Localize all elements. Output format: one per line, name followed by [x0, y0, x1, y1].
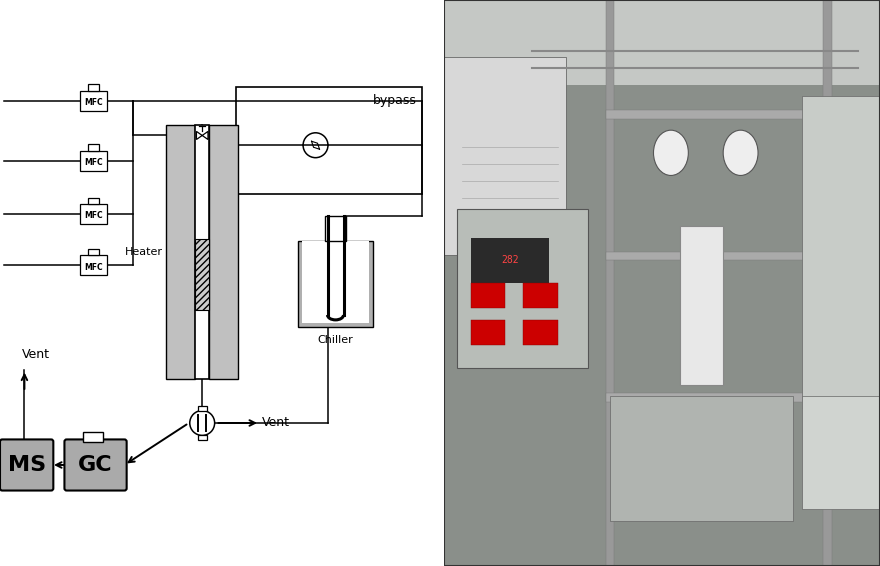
Text: GC: GC — [78, 455, 113, 475]
Text: Chiller: Chiller — [318, 336, 354, 345]
Polygon shape — [202, 131, 208, 139]
Bar — [297, 241, 373, 328]
Bar — [605, 110, 832, 119]
Bar — [471, 238, 549, 283]
Text: MFC: MFC — [84, 158, 103, 167]
Bar — [88, 84, 99, 91]
Bar — [458, 209, 588, 368]
Bar — [444, 0, 880, 85]
Bar — [523, 283, 558, 308]
Bar — [195, 238, 209, 310]
Text: Vent: Vent — [262, 417, 290, 430]
Bar — [605, 0, 614, 566]
Bar — [88, 249, 99, 255]
Bar — [444, 57, 567, 255]
Bar — [802, 96, 880, 408]
Text: MFC: MFC — [84, 98, 103, 107]
Bar — [236, 88, 422, 194]
Text: MFC: MFC — [84, 263, 103, 272]
Bar — [80, 91, 106, 110]
Bar — [80, 151, 106, 170]
Bar — [471, 283, 505, 308]
Text: Vent: Vent — [22, 348, 50, 361]
Bar — [80, 255, 106, 275]
Text: MFC: MFC — [84, 211, 103, 220]
FancyBboxPatch shape — [64, 439, 127, 491]
FancyBboxPatch shape — [0, 439, 54, 491]
Bar — [605, 393, 832, 402]
Bar — [195, 125, 209, 379]
Bar — [83, 432, 103, 441]
Bar — [802, 396, 880, 509]
Bar — [523, 320, 558, 345]
Circle shape — [723, 130, 758, 175]
Bar — [605, 252, 832, 260]
Bar — [325, 216, 346, 241]
Bar — [824, 0, 832, 566]
Bar — [610, 396, 793, 521]
Bar — [471, 320, 505, 345]
Bar — [198, 435, 207, 440]
Text: 282: 282 — [501, 255, 518, 265]
Bar — [88, 198, 99, 204]
Bar — [302, 241, 369, 323]
Circle shape — [654, 130, 688, 175]
Bar — [209, 125, 238, 379]
Text: Heater: Heater — [125, 247, 163, 257]
Bar — [80, 204, 106, 224]
Bar — [198, 406, 207, 410]
Text: bypass: bypass — [373, 94, 417, 107]
Bar — [166, 125, 195, 379]
Text: MS: MS — [8, 455, 46, 475]
Bar — [88, 144, 99, 151]
Polygon shape — [196, 131, 202, 139]
Bar — [679, 226, 723, 385]
